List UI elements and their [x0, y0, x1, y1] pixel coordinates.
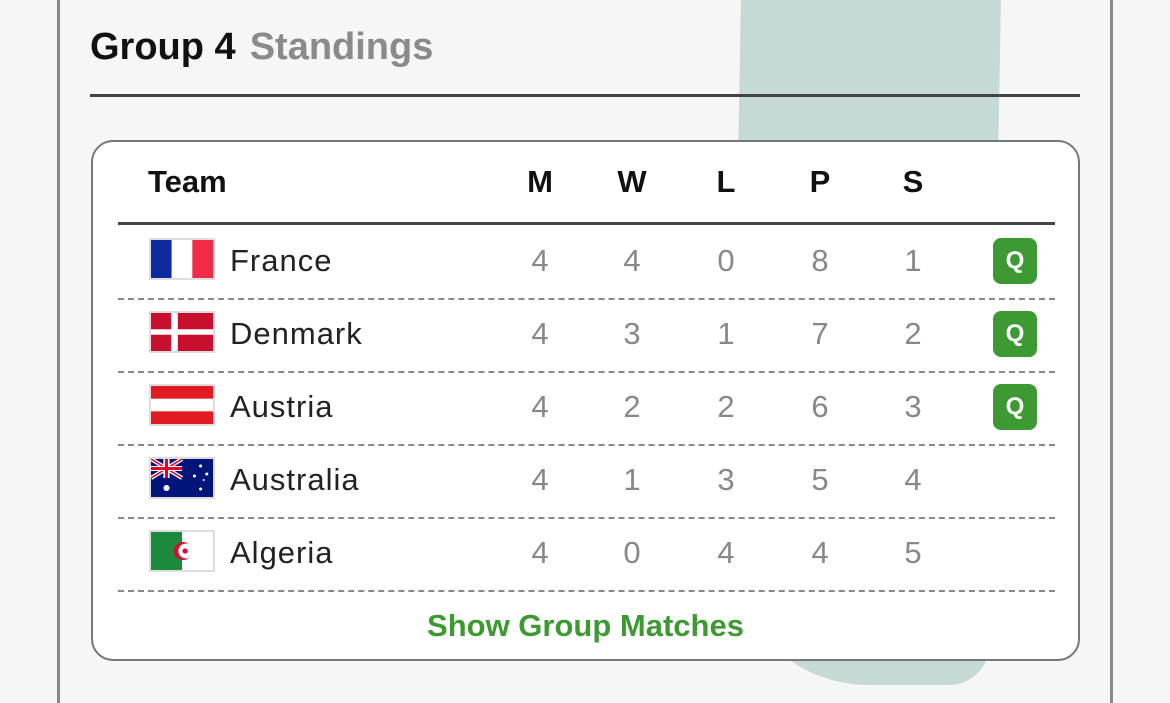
stat-w: 0 [623, 535, 641, 570]
stat-l: 3 [717, 462, 735, 497]
column-header-matches: M [527, 164, 553, 199]
stat-m: 4 [531, 389, 549, 424]
column-header-points: P [809, 164, 831, 199]
stat-p: 4 [811, 535, 829, 570]
table-row: France 4 4 0 8 1 Q [118, 225, 1055, 300]
qualified-badge: Q [993, 238, 1037, 284]
frame-border-left [57, 0, 60, 703]
table-row: Algeria 4 0 4 4 5 [118, 517, 1055, 592]
stat-p: 8 [811, 243, 829, 278]
stat-p: 7 [811, 316, 829, 351]
stat-m: 4 [531, 535, 549, 570]
stat-s: 1 [904, 243, 922, 278]
stat-s: 4 [904, 462, 922, 497]
stat-w: 1 [623, 462, 641, 497]
stat-l: 4 [717, 535, 735, 570]
column-header-losses: L [716, 164, 736, 199]
denmark-flag-icon [149, 311, 215, 353]
stat-s: 2 [904, 316, 922, 351]
group-title: Group 4 [90, 26, 236, 68]
qualified-badge: Q [993, 384, 1037, 430]
stat-m: 4 [531, 462, 549, 497]
stat-s: 5 [904, 535, 922, 570]
team-name[interactable]: Denmark [230, 316, 363, 351]
column-header-seed: S [902, 164, 924, 199]
austria-flag-icon [149, 384, 215, 426]
stat-w: 2 [623, 389, 641, 424]
team-name[interactable]: Austria [230, 389, 334, 424]
stat-w: 3 [623, 316, 641, 351]
header-divider [118, 222, 1055, 225]
australia-flag-icon [149, 457, 215, 499]
standings-subtitle: Standings [249, 26, 434, 68]
table-row: Australia 4 1 3 5 4 [118, 444, 1055, 519]
team-name[interactable]: Australia [230, 462, 360, 497]
table-row: Austria 4 2 2 6 3 Q [118, 371, 1055, 446]
table-row: Denmark 4 3 1 7 2 Q [118, 298, 1055, 373]
algeria-flag-icon [149, 530, 215, 572]
show-group-matches-link[interactable]: Show Group Matches [427, 608, 744, 643]
stat-s: 3 [904, 389, 922, 424]
stat-m: 4 [531, 316, 549, 351]
column-header-wins: W [617, 164, 647, 199]
team-name[interactable]: Algeria [230, 535, 334, 570]
qualified-badge: Q [993, 311, 1037, 357]
stat-l: 1 [717, 316, 735, 351]
stat-l: 2 [717, 389, 735, 424]
stat-w: 4 [623, 243, 641, 278]
stat-m: 4 [531, 243, 549, 278]
stat-l: 0 [717, 243, 735, 278]
team-name[interactable]: France [230, 243, 333, 278]
stat-p: 6 [811, 389, 829, 424]
page-title: Group 4 Standings [90, 26, 433, 69]
column-header-team: Team [148, 164, 227, 199]
france-flag-icon [149, 238, 215, 280]
stat-p: 5 [811, 462, 829, 497]
title-divider [90, 94, 1080, 97]
frame-border-right [1110, 0, 1113, 703]
standings-card: Team M W L P S France 4 4 0 8 1 Q Denmark 4 3 1 7 2… [91, 140, 1080, 661]
